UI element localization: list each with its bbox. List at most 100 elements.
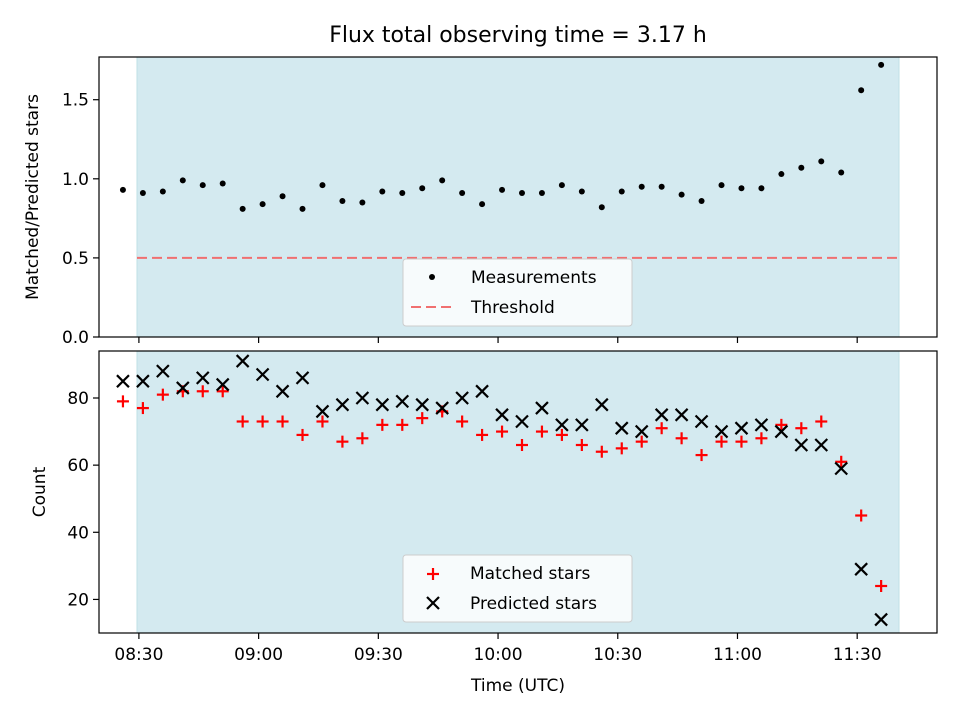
matched-star-point bbox=[595, 445, 608, 458]
bottom-legend: Matched stars Predicted stars bbox=[402, 554, 633, 623]
measurement-point bbox=[419, 185, 426, 192]
measurement-point bbox=[459, 190, 466, 197]
measurement-point bbox=[558, 182, 565, 189]
measurement-point bbox=[479, 201, 486, 208]
predicted-star-point bbox=[674, 408, 689, 422]
matched-star-point bbox=[855, 509, 868, 522]
measurement-point bbox=[379, 188, 386, 195]
predicted-star-point bbox=[375, 397, 390, 412]
predicted-star-point bbox=[575, 418, 589, 432]
legend-measurements-label: Measurements bbox=[471, 268, 597, 288]
measurement-point bbox=[658, 183, 665, 190]
predicted-star-point bbox=[315, 404, 330, 419]
bottom-axes-frame bbox=[98, 350, 938, 634]
measurement-point bbox=[638, 183, 645, 190]
predicted-star-point bbox=[355, 391, 370, 405]
legend-measurements-marker bbox=[429, 274, 435, 280]
matched-star-point bbox=[136, 402, 149, 415]
x-tick-label: 09:30 bbox=[354, 645, 403, 665]
bottom-y-tick-label: 20 bbox=[67, 590, 89, 610]
predicted-star-point bbox=[156, 364, 170, 378]
measurement-point bbox=[399, 190, 406, 197]
predicted-star-point bbox=[794, 438, 809, 452]
matched-star-point bbox=[496, 425, 509, 438]
bottom-y-tick-label: 80 bbox=[67, 389, 89, 409]
measurement-point bbox=[738, 185, 745, 192]
matched-star-point bbox=[376, 418, 389, 431]
matched-star-point bbox=[735, 435, 748, 448]
predicted-star-point bbox=[555, 418, 569, 432]
predicted-star-point bbox=[814, 438, 829, 452]
predicted-star-point bbox=[614, 421, 629, 435]
top-axes-frame bbox=[98, 56, 938, 338]
x-axis-label: Time (UTC) bbox=[470, 676, 565, 696]
legend-threshold-label: Threshold bbox=[470, 298, 555, 318]
matched-star-point bbox=[635, 435, 648, 448]
matched-star-point bbox=[815, 415, 828, 428]
matched-star-point bbox=[156, 388, 169, 401]
predicted-star-point bbox=[275, 384, 290, 399]
measurement-point bbox=[179, 177, 186, 184]
predicted-star-point bbox=[734, 421, 749, 435]
matched-star-point bbox=[276, 415, 289, 428]
measurement-point bbox=[758, 185, 765, 192]
predicted-star-point bbox=[195, 371, 210, 385]
matched-star-point bbox=[675, 432, 688, 445]
measurement-point bbox=[538, 190, 545, 197]
legend-matched-marker bbox=[427, 568, 439, 580]
measurement-point bbox=[698, 197, 705, 204]
predicted-star-point bbox=[475, 384, 489, 399]
predicted-star-point bbox=[395, 394, 410, 409]
measurement-point bbox=[119, 186, 126, 193]
matched-star-point bbox=[316, 415, 329, 428]
measurement-point bbox=[518, 190, 525, 197]
matched-star-point bbox=[715, 435, 728, 448]
measurement-point bbox=[778, 171, 785, 178]
x-tick-label: 09:00 bbox=[234, 645, 283, 665]
matched-star-point bbox=[875, 580, 888, 592]
measurement-point bbox=[718, 182, 725, 189]
measurement-point bbox=[499, 186, 506, 193]
measurement-point bbox=[199, 182, 206, 189]
matched-star-point bbox=[236, 415, 249, 428]
matched-star-point bbox=[755, 432, 768, 445]
bottom-y-tick-label: 40 bbox=[67, 523, 89, 543]
matched-star-point bbox=[775, 418, 788, 431]
measurement-point bbox=[598, 204, 605, 211]
matched-star-point bbox=[356, 432, 369, 445]
measurement-point bbox=[578, 188, 585, 195]
legend-matched-label: Matched stars bbox=[470, 564, 590, 584]
x-tick-label: 10:00 bbox=[474, 645, 523, 665]
predicted-star-point bbox=[595, 397, 609, 412]
matched-star-point bbox=[555, 428, 568, 441]
measurement-point bbox=[259, 201, 266, 208]
predicted-star-point bbox=[654, 408, 669, 422]
measurement-point bbox=[359, 199, 366, 206]
x-tick-label: 08:30 bbox=[114, 645, 163, 665]
predicted-star-point bbox=[834, 461, 849, 476]
legend-predicted-marker bbox=[426, 596, 440, 610]
measurement-point bbox=[319, 182, 326, 189]
top-plot-area: 0.0 0.5 1.0 1.5 Matched/Predicted stars Mea… bbox=[23, 56, 938, 348]
predicted-star-point bbox=[495, 408, 509, 422]
predicted-star-point bbox=[335, 397, 350, 412]
matched-star-point bbox=[456, 415, 469, 428]
predicted-star-point bbox=[176, 381, 190, 395]
matched-star-point bbox=[476, 428, 489, 441]
predicted-star-point bbox=[435, 401, 449, 415]
bottom-y-tick-label: 60 bbox=[67, 456, 89, 476]
matched-star-point bbox=[196, 385, 209, 398]
top-y-tick-label: 0.0 bbox=[62, 328, 89, 348]
predicted-star-point bbox=[455, 391, 469, 405]
matched-star-point bbox=[695, 449, 708, 462]
measurement-point bbox=[139, 190, 146, 197]
measurement-point bbox=[678, 191, 685, 198]
measurement-point bbox=[878, 61, 885, 68]
predicted-star-point bbox=[136, 374, 150, 388]
x-tick-label: 11:30 bbox=[833, 645, 882, 665]
predicted-star-point bbox=[694, 414, 709, 429]
x-tick-label: 10:30 bbox=[593, 645, 642, 665]
matched-star-point bbox=[296, 428, 309, 441]
measurement-point bbox=[299, 205, 306, 212]
